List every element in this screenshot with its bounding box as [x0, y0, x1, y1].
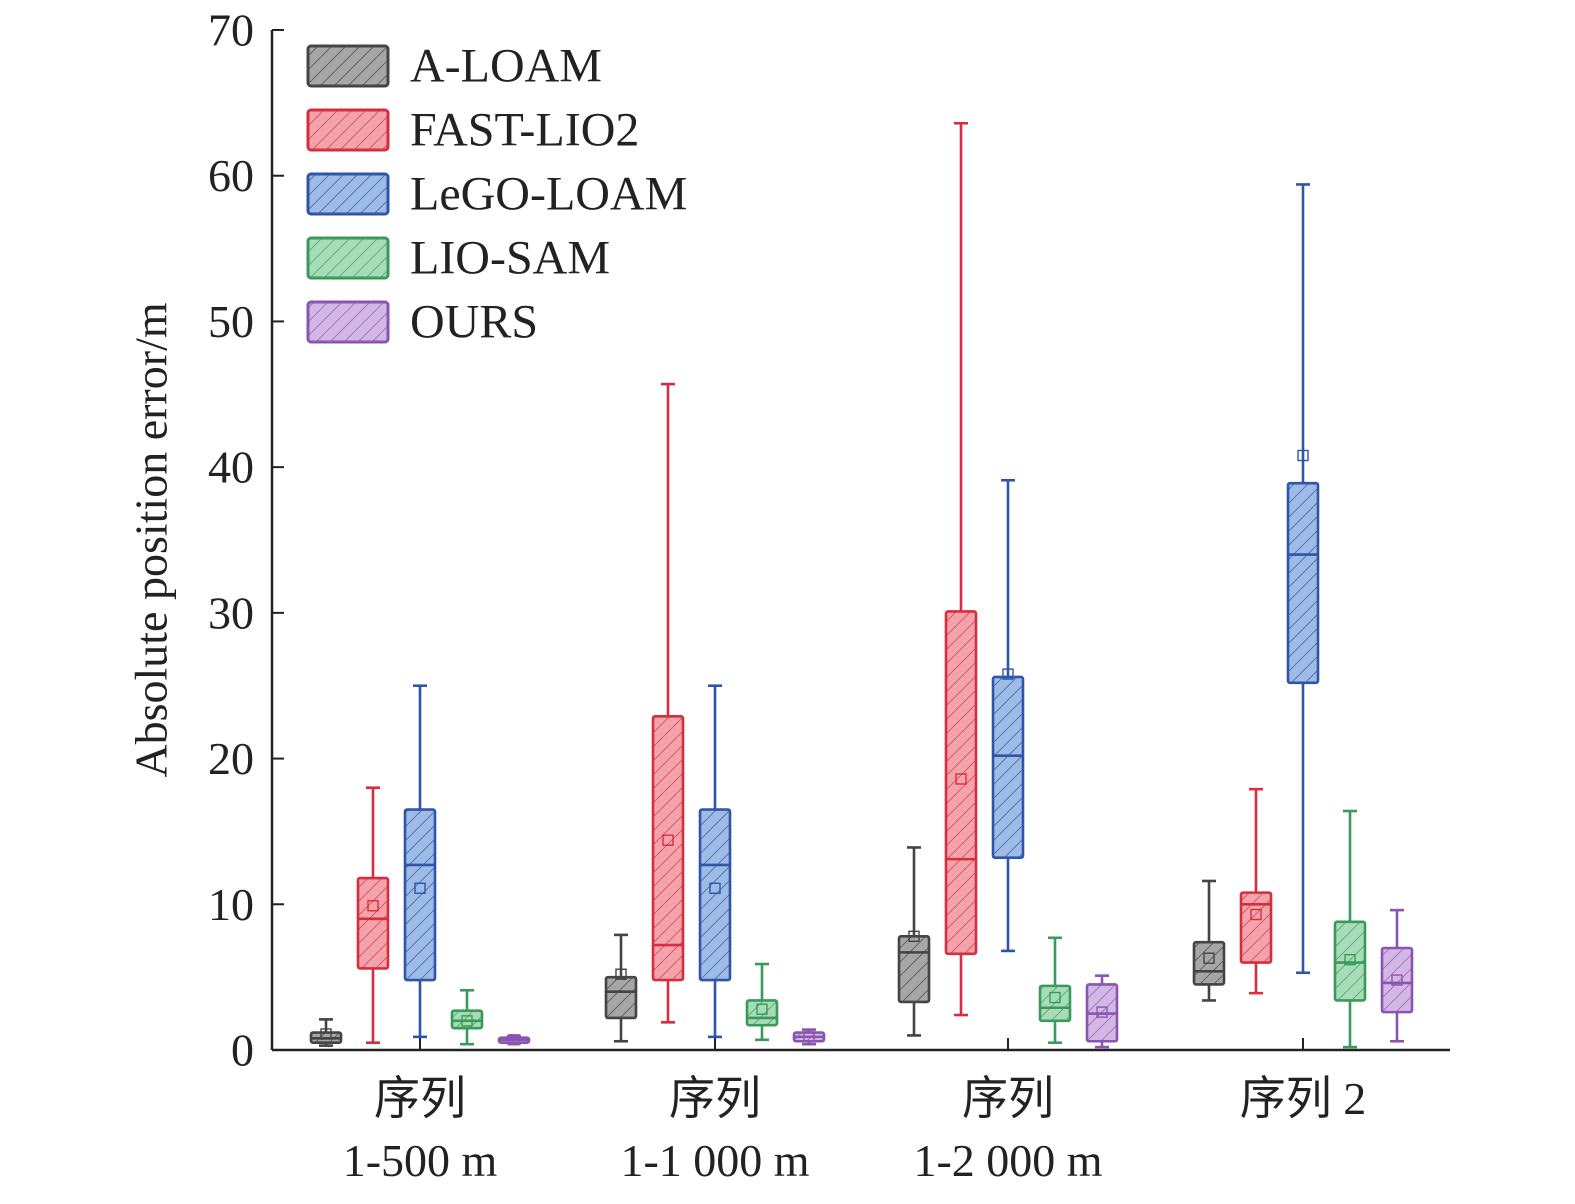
- box-fast-lio2-3: [944, 121, 978, 1017]
- legend-item-lio-sam: LIO-SAM: [306, 232, 610, 285]
- legend-label: LeGO-LOAM: [410, 168, 687, 221]
- mean-marker: [756, 1003, 768, 1015]
- box-body: [944, 610, 978, 956]
- legend-item-a-loam: A-LOAM: [306, 40, 602, 93]
- mean-marker: [320, 1028, 332, 1040]
- x-category-label: 序列: [669, 1073, 761, 1124]
- box-lego-loam-3: [991, 478, 1025, 953]
- legend-swatch: [306, 44, 390, 88]
- y-tick-label: 70: [208, 5, 254, 56]
- x-category-label: 1-2 000 m: [913, 1135, 1102, 1186]
- mean-marker: [414, 882, 426, 894]
- box-a-loam-1: [309, 1018, 343, 1047]
- box-a-loam-2: [604, 933, 638, 1043]
- mean-marker: [367, 900, 379, 912]
- box-body: [698, 808, 732, 982]
- legend-swatch: [306, 108, 390, 152]
- box-lego-loam-2: [698, 684, 732, 1039]
- box-fast-lio2-2: [651, 382, 685, 1024]
- legend: A-LOAM FAST-LIO2 LeGO-LOAM LIO-SAM OURS: [306, 40, 687, 349]
- y-tick-label: 40: [208, 442, 254, 493]
- y-tick-label: 20: [208, 733, 254, 784]
- box-ours-3: [1085, 974, 1119, 1049]
- y-tick-label: 0: [231, 1025, 254, 1076]
- mean-marker: [461, 1015, 473, 1027]
- box-body: [1380, 946, 1414, 1014]
- legend-item-fast-lio2: FAST-LIO2: [306, 104, 639, 157]
- legend-item-ours: OURS: [306, 296, 538, 349]
- box-body: [897, 935, 931, 1004]
- mean-marker: [1203, 952, 1215, 964]
- mean-marker: [803, 1031, 815, 1043]
- mean-marker: [1250, 908, 1262, 921]
- x-category-label: 序列: [962, 1073, 1054, 1124]
- mean-marker: [662, 834, 674, 846]
- x-category-label: 1-1 000 m: [620, 1135, 809, 1186]
- legend-item-lego-loam: LeGO-LOAM: [306, 168, 687, 221]
- mean-marker: [1297, 449, 1309, 462]
- box-body: [1038, 984, 1072, 1023]
- box-ours-4: [1380, 908, 1414, 1043]
- box-lio-sam-1: [450, 988, 484, 1046]
- box-body: [356, 876, 390, 970]
- y-tick-label: 10: [208, 879, 254, 930]
- box-a-loam-4: [1192, 879, 1226, 1002]
- box-lio-sam-4: [1333, 809, 1367, 1049]
- mean-marker: [508, 1034, 520, 1046]
- box-lego-loam-4: [1286, 183, 1320, 975]
- mean-marker: [1049, 991, 1061, 1004]
- box-body: [450, 1009, 484, 1030]
- legend-label: LIO-SAM: [410, 232, 610, 285]
- mean-marker: [615, 968, 627, 980]
- y-tick-label: 30: [208, 587, 254, 638]
- x-axis-ticks: 序列 1-500 m 序列 1-1 000 m 序列 1-2 000 m 序列 2: [343, 1038, 1367, 1186]
- x-category-label: 1-500 m: [343, 1135, 498, 1186]
- box-lio-sam-3: [1038, 936, 1072, 1045]
- mean-marker: [955, 773, 967, 785]
- box-body: [1239, 891, 1273, 964]
- y-tick-label: 50: [208, 296, 254, 347]
- y-axis-ticks: 0 10 20 30 40 50 60 70: [208, 5, 284, 1076]
- legend-swatch: [306, 236, 390, 280]
- mean-marker: [1344, 953, 1356, 966]
- box-fast-lio2-1: [356, 786, 390, 1045]
- box-body: [1333, 920, 1367, 1002]
- box-body: [991, 675, 1025, 859]
- box-lio-sam-2: [745, 962, 779, 1042]
- box-lego-loam-1: [403, 684, 437, 1039]
- y-tick-label: 60: [208, 150, 254, 201]
- legend-label: FAST-LIO2: [410, 104, 639, 157]
- y-axis-title: Absolute position error/m: [126, 302, 177, 777]
- mean-marker: [709, 882, 721, 894]
- legend-swatch: [306, 300, 390, 344]
- box-body: [651, 715, 685, 982]
- box-ours-2: [792, 1028, 826, 1046]
- x-category-label: 序列 2: [1240, 1073, 1367, 1124]
- box-fast-lio2-4: [1239, 787, 1273, 995]
- mean-marker: [908, 930, 920, 943]
- legend-label: A-LOAM: [410, 40, 602, 93]
- box-a-loam-3: [897, 846, 931, 1037]
- x-category-label: 序列: [374, 1073, 466, 1124]
- box-body: [604, 975, 638, 1020]
- mean-marker: [1002, 668, 1014, 680]
- box-body: [403, 808, 437, 982]
- mean-marker: [1391, 974, 1403, 986]
- mean-marker: [1096, 1006, 1108, 1018]
- legend-label: OURS: [410, 296, 538, 349]
- box-ours-1: [497, 1034, 531, 1046]
- box-body: [1286, 481, 1320, 685]
- legend-swatch: [306, 172, 390, 216]
